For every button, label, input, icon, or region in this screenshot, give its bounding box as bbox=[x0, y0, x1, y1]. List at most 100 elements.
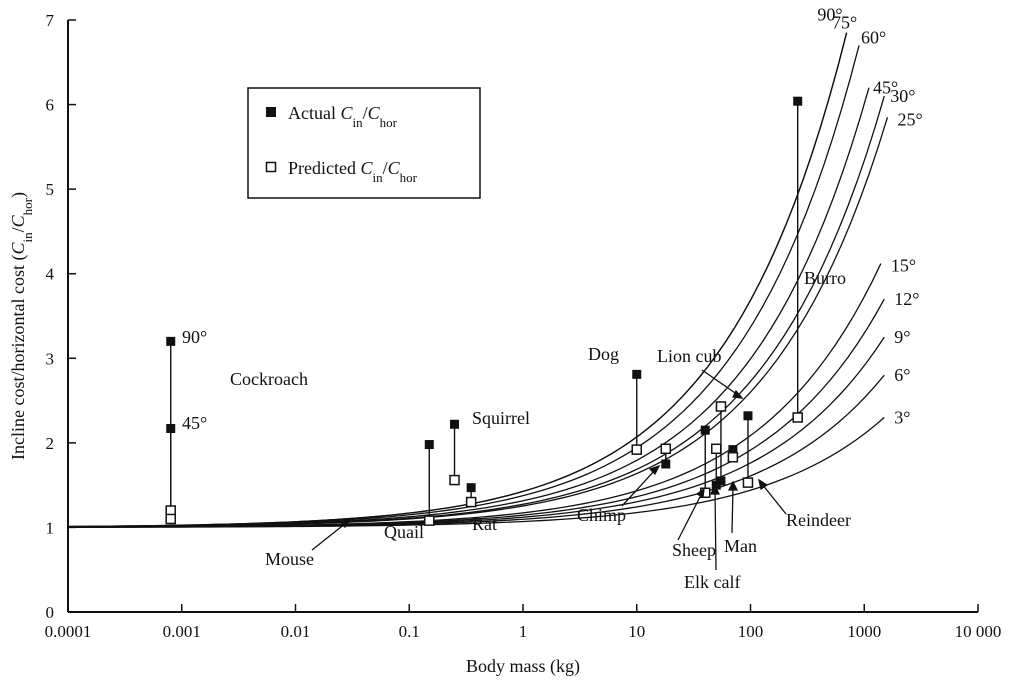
predicted-point-2 bbox=[424, 515, 435, 526]
arrowhead-chimp bbox=[648, 464, 661, 476]
actual-point-10 bbox=[728, 445, 738, 455]
predicted-point-1 bbox=[165, 513, 176, 525]
label-quail: Quail bbox=[384, 522, 424, 542]
arrowhead-reindeer bbox=[758, 478, 769, 491]
annotations: Cockroach 90° 45° Squirrel Dog Lion cub … bbox=[182, 268, 851, 592]
actual-point-5 bbox=[632, 369, 642, 379]
y-axis-label-close: ) bbox=[8, 192, 29, 198]
x-tick-label-5: 10 bbox=[628, 622, 645, 641]
label-elk-calf: Elk calf bbox=[684, 572, 740, 592]
incline-curve-label-0: 90° bbox=[817, 5, 842, 25]
x-tick-label-6: 100 bbox=[738, 622, 764, 641]
legend-actual-slash: / bbox=[363, 103, 368, 123]
arrow-elk-calf bbox=[714, 489, 717, 571]
label-mouse: Mouse bbox=[265, 549, 314, 569]
incline-curve-label-3: 45° bbox=[873, 78, 898, 98]
label-lion-cub: Lion cub bbox=[657, 346, 722, 366]
predicted-point-11 bbox=[742, 477, 754, 488]
predicted-point-8 bbox=[711, 443, 722, 455]
y-tick-label-2: 2 bbox=[46, 434, 55, 453]
label-man: Man bbox=[724, 536, 757, 556]
x-tick-label-8: 10 000 bbox=[955, 622, 1002, 641]
y-tick-label-0: 0 bbox=[46, 603, 55, 622]
x-ticks: 0.0001 0.001 0.01 0.1 1 10 100 1000 10 000 bbox=[45, 604, 1002, 641]
y-axis-label-slash: / bbox=[8, 227, 28, 232]
legend-predicted-label: Predicted Cin/Chor bbox=[288, 158, 418, 185]
arrowhead-man bbox=[727, 480, 739, 491]
legend-box bbox=[247, 87, 481, 199]
x-tick-label-7: 1000 bbox=[847, 622, 881, 641]
actual-point-12 bbox=[793, 96, 803, 106]
actual-point-9 bbox=[716, 476, 726, 486]
incline-curve-label-9: 6° bbox=[894, 365, 910, 385]
label-burro: Burro bbox=[804, 268, 846, 288]
legend-predicted-slash: / bbox=[383, 158, 388, 178]
incline-curve-label-8: 9° bbox=[894, 327, 910, 347]
legend-actual-c2: C bbox=[368, 103, 381, 123]
label-cockroach-90: 90° bbox=[182, 327, 207, 347]
legend-predicted-hor: hor bbox=[400, 170, 418, 185]
y-tick-label-1: 1 bbox=[46, 518, 55, 537]
data-points bbox=[165, 96, 803, 526]
predicted-point-6 bbox=[660, 443, 672, 455]
predicted-point-10 bbox=[727, 451, 739, 463]
label-chimp: Chimp bbox=[577, 505, 626, 525]
incline-curve-label-10: 3° bbox=[894, 407, 910, 427]
legend-predicted-in: in bbox=[373, 170, 384, 185]
legend-actual-hor: hor bbox=[380, 115, 398, 130]
predicted-point-4 bbox=[465, 496, 477, 508]
y-axis-label-main: Incline cost/horizontal cost ( bbox=[8, 255, 29, 460]
y-axis-label-in: in bbox=[20, 232, 35, 243]
legend-actual-marker bbox=[266, 107, 276, 117]
y-ticks: 0 1 2 3 4 5 6 7 bbox=[46, 11, 76, 622]
arrowhead-sheep bbox=[695, 487, 705, 498]
predicted-point-9 bbox=[715, 401, 727, 412]
y-tick-label-3: 3 bbox=[46, 349, 55, 368]
incline-curve-label-5: 25° bbox=[897, 109, 922, 129]
actual-point-2 bbox=[424, 440, 434, 450]
arrow-mouse bbox=[311, 522, 347, 551]
predicted-point-3 bbox=[449, 474, 460, 486]
incline-curve-10 bbox=[67, 416, 885, 528]
x-tick-label-4: 1 bbox=[519, 622, 528, 641]
label-dog: Dog bbox=[588, 344, 619, 364]
label-sheep: Sheep bbox=[672, 540, 716, 560]
y-axis-label-c2: C bbox=[8, 214, 28, 227]
actual-point-11 bbox=[743, 411, 753, 421]
arrow-sheep bbox=[677, 492, 703, 541]
predicted-point-5 bbox=[631, 444, 642, 455]
incline-curve-label-7: 12° bbox=[894, 289, 919, 309]
x-tick-label-0: 0.0001 bbox=[45, 622, 92, 641]
incline-curve-label-1: 75° bbox=[832, 13, 857, 33]
actual-point-3 bbox=[450, 419, 460, 429]
label-reindeer: Reindeer bbox=[786, 510, 851, 530]
legend-actual-label: Actual Cin/Chor bbox=[288, 103, 398, 130]
arrow-lion-cub bbox=[701, 369, 739, 396]
y-tick-label-7: 7 bbox=[46, 11, 55, 30]
y-tick-label-5: 5 bbox=[46, 180, 55, 199]
x-tick-label-2: 0.01 bbox=[281, 622, 311, 641]
actual-point-4 bbox=[466, 483, 476, 493]
legend-predicted-word: Predicted bbox=[288, 158, 360, 178]
data-stems bbox=[170, 101, 799, 521]
y-tick-label-6: 6 bbox=[46, 96, 55, 115]
x-axis-label: Body mass (kg) bbox=[466, 656, 580, 677]
actual-point-7 bbox=[700, 425, 710, 435]
label-cockroach-45: 45° bbox=[182, 413, 207, 433]
legend: Actual Cin/Chor Predicted Cin/Chor bbox=[247, 87, 481, 199]
arrowhead-lion-cub bbox=[732, 389, 744, 399]
label-squirrel: Squirrel bbox=[472, 408, 530, 428]
label-cockroach: Cockroach bbox=[230, 369, 308, 389]
actual-point-0 bbox=[166, 336, 176, 346]
arrowhead-elk-calf bbox=[709, 484, 721, 495]
actual-point-6 bbox=[661, 459, 671, 469]
y-axis-label: Incline cost/horizontal cost (Cin/Chor) bbox=[8, 192, 35, 460]
legend-predicted-c1: C bbox=[360, 158, 373, 178]
legend-actual-word: Actual bbox=[288, 103, 340, 123]
legend-predicted-marker bbox=[265, 161, 277, 173]
arrow-man bbox=[731, 485, 734, 534]
legend-actual-in: in bbox=[353, 115, 364, 130]
legend-actual-c1: C bbox=[340, 103, 353, 123]
x-tick-label-3: 0.1 bbox=[399, 622, 420, 641]
